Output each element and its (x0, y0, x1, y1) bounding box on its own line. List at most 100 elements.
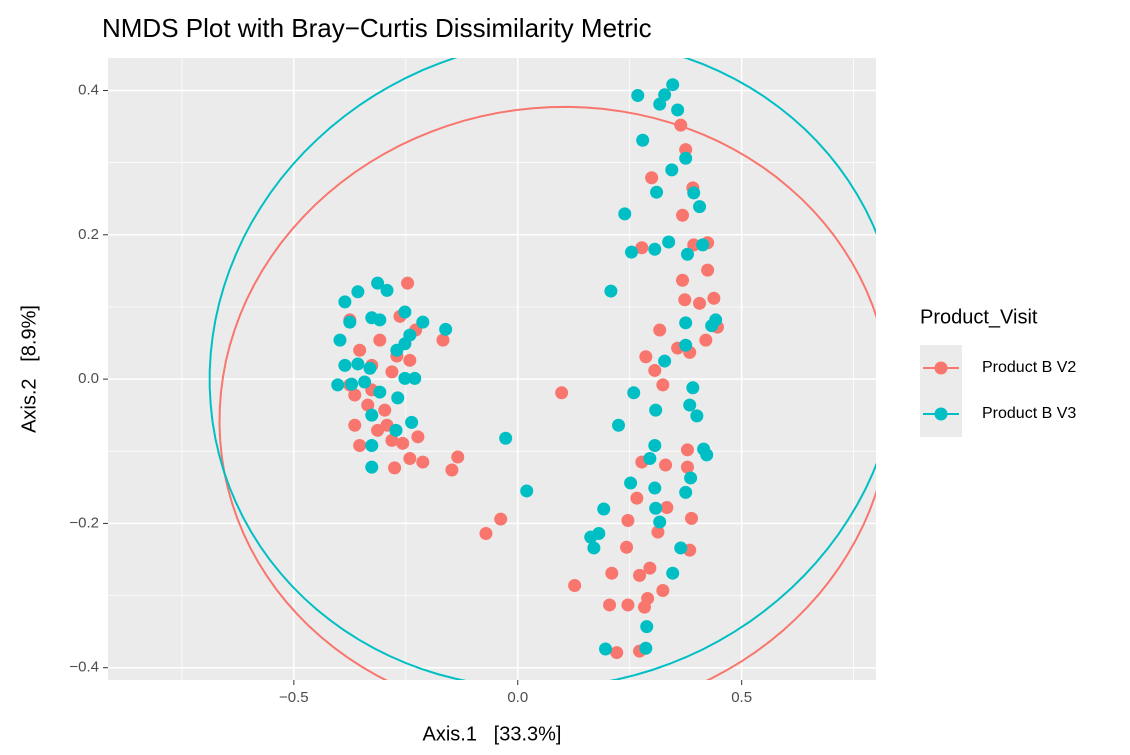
y-tick-label: −0.4 (69, 659, 99, 676)
point (403, 353, 417, 367)
point (648, 363, 662, 377)
point (650, 185, 664, 199)
point (637, 600, 651, 614)
point (662, 235, 676, 249)
point (348, 388, 362, 402)
point (365, 438, 379, 452)
point (684, 471, 698, 485)
y-tick-label: 0.2 (78, 226, 99, 243)
point (520, 484, 534, 498)
point (398, 305, 412, 319)
point (411, 430, 425, 444)
point (385, 433, 399, 447)
point (690, 409, 704, 423)
point (649, 403, 663, 417)
point (651, 525, 665, 539)
point (385, 365, 399, 379)
x-tick-label: 0.5 (731, 689, 752, 706)
point (618, 207, 632, 221)
point (639, 350, 653, 364)
point (403, 451, 417, 465)
point (676, 208, 690, 222)
point (643, 451, 657, 465)
point (391, 391, 405, 405)
point (705, 319, 719, 333)
point (479, 527, 493, 541)
point (408, 371, 422, 385)
point (679, 151, 693, 165)
point (436, 333, 450, 347)
point (696, 238, 710, 252)
point (687, 186, 701, 200)
point (666, 78, 680, 92)
point (680, 247, 694, 261)
point (333, 333, 347, 347)
point (679, 316, 693, 330)
point (686, 381, 700, 395)
point (568, 578, 582, 592)
point (701, 263, 715, 277)
point (665, 163, 679, 177)
y-axis-title: Axis.2 [8.9%] (18, 305, 40, 433)
point (405, 415, 419, 429)
legend-key-point (934, 407, 948, 421)
point (398, 371, 412, 385)
point (680, 460, 694, 474)
point (378, 403, 392, 417)
point (679, 485, 693, 499)
point (648, 481, 662, 495)
point (371, 276, 385, 290)
plot-panel (108, 58, 876, 680)
point (605, 566, 619, 580)
point (635, 241, 649, 255)
point (416, 315, 430, 329)
x-tick-label: −0.5 (279, 689, 309, 706)
x-tick-label: 0.0 (507, 689, 528, 706)
point (658, 354, 672, 368)
point (439, 322, 453, 336)
y-tick-label: 0.4 (78, 81, 99, 98)
point (351, 357, 365, 371)
point (639, 641, 653, 655)
point (680, 443, 694, 457)
point (700, 448, 714, 462)
point (648, 242, 662, 256)
confidence-ellipse (208, 58, 876, 680)
point (674, 541, 688, 555)
point (649, 501, 663, 515)
point (636, 133, 650, 147)
point (445, 463, 459, 477)
y-tick-label: −0.2 (69, 514, 99, 531)
point (656, 584, 670, 598)
x-axis-title: Axis.1 [33.3%] (423, 723, 562, 745)
point (687, 238, 701, 252)
point (648, 438, 662, 452)
point (624, 245, 638, 259)
point (358, 375, 372, 389)
point (365, 408, 379, 422)
point (451, 450, 465, 464)
legend-label: Product B V3 (982, 405, 1076, 422)
point (388, 461, 402, 475)
point (640, 620, 654, 634)
point (361, 398, 375, 412)
point (643, 561, 657, 575)
point (494, 512, 508, 526)
point (597, 502, 611, 516)
point (693, 200, 707, 214)
point (396, 436, 410, 450)
point (331, 378, 345, 392)
point (345, 377, 359, 391)
point (674, 118, 688, 132)
point (499, 431, 513, 445)
point (683, 398, 697, 412)
point (603, 598, 617, 612)
point (373, 313, 387, 327)
point (678, 293, 692, 307)
point (653, 515, 667, 529)
point (624, 476, 638, 490)
point (676, 273, 690, 287)
point (338, 358, 352, 372)
point (373, 385, 387, 399)
point (653, 97, 667, 111)
